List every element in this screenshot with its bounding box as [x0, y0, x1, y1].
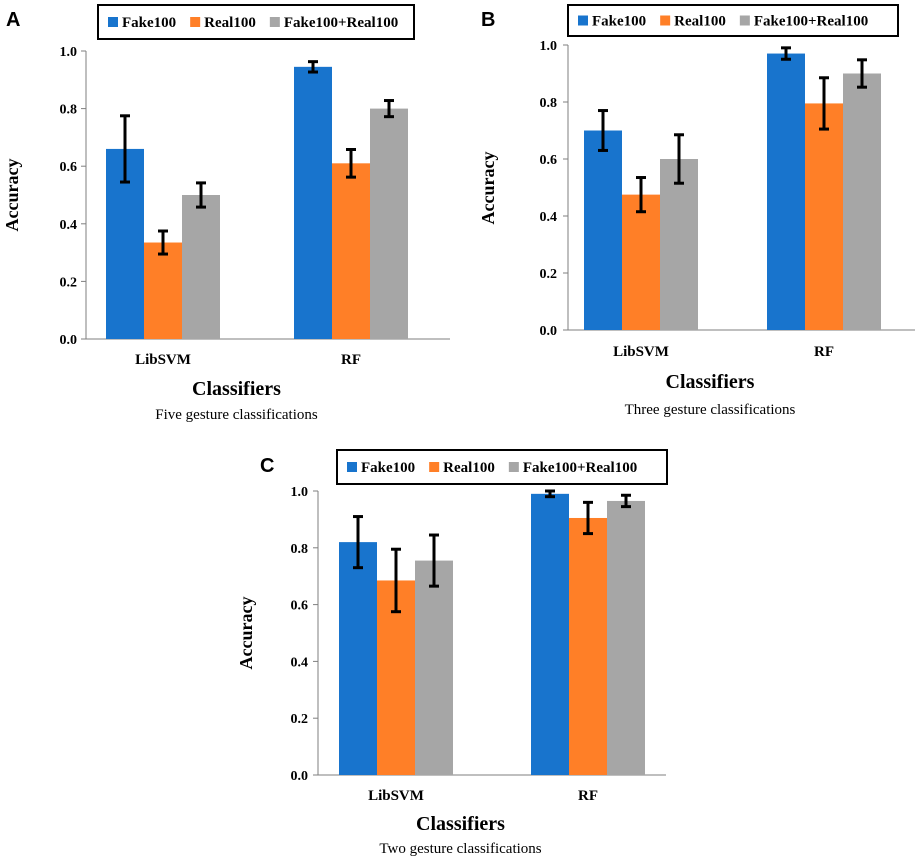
- panel-label: B: [481, 9, 495, 31]
- bar-libsvm-2: [622, 194, 660, 330]
- bar-libsvm-3: [415, 560, 453, 775]
- y-tick-label: 0.2: [540, 267, 558, 282]
- y-tick-label: 0.0: [540, 324, 558, 339]
- bar-rf-1: [294, 66, 332, 339]
- y-tick-label: 0.4: [291, 655, 309, 670]
- legend-swatch-3: [739, 15, 750, 26]
- bar-rf-1: [767, 53, 805, 331]
- legend-label-3: Fake100+Real100: [754, 14, 868, 30]
- y-tick-label: 0.2: [60, 275, 78, 290]
- legend-box: [97, 4, 415, 40]
- y-tick-label: 0.8: [291, 542, 309, 557]
- legend-label-1: Fake100: [122, 15, 176, 31]
- legend-box: [336, 449, 668, 485]
- y-tick-label: 0.6: [540, 153, 558, 168]
- legend-swatch-3: [269, 17, 280, 27]
- error-bar-libsvm-1: [598, 109, 608, 152]
- error-bar-libsvm-1: [353, 515, 363, 570]
- error-bar-rf-3: [384, 99, 394, 119]
- error-bar-rf-1: [781, 46, 791, 61]
- legend-swatch-3: [508, 462, 519, 472]
- chart-panel-c: C Fake100 Real100 Fake100+Real100 0.0 0.2 0.4 0…: [236, 449, 668, 857]
- y-tick-label: 1.0: [291, 485, 309, 500]
- error-bar-libsvm-3: [674, 133, 684, 185]
- legend-label-2: Real100: [674, 14, 726, 30]
- legend-swatch-1: [108, 17, 118, 27]
- error-bar-libsvm-2: [636, 176, 646, 214]
- y-tick-label: 0.6: [291, 599, 309, 614]
- error-bar-rf-2: [346, 147, 356, 179]
- bar-rf-2: [805, 103, 843, 330]
- x-axis-title: Classifiers: [416, 813, 505, 835]
- legend-swatch-2: [190, 17, 201, 27]
- error-bar-libsvm-1: [120, 114, 130, 184]
- x-axis-title: Classifiers: [666, 371, 755, 393]
- error-bar-libsvm-2: [158, 229, 168, 256]
- y-tick-label: 0.4: [60, 218, 78, 233]
- legend-swatch-1: [578, 15, 588, 26]
- category-label: LibSVM: [135, 352, 191, 368]
- chart-panel-b: B Fake100 Real100 Fake100+Real100 0.0 0.2 0.4 0…: [478, 4, 915, 418]
- category-label: RF: [578, 788, 598, 804]
- y-tick-label: 0.8: [540, 96, 558, 111]
- y-axis-title: Accuracy: [478, 152, 498, 225]
- y-tick-label: 0.8: [60, 103, 78, 118]
- y-axis-title: Accuracy: [236, 597, 256, 670]
- y-tick-label: 0.4: [540, 210, 558, 225]
- error-bar-rf-2: [819, 76, 829, 131]
- legend-label-2: Real100: [204, 15, 256, 31]
- error-bar-rf-3: [857, 58, 867, 89]
- bar-libsvm-2: [144, 242, 182, 339]
- chart-caption: Two gesture classifications: [379, 841, 541, 857]
- chart-caption: Five gesture classifications: [155, 407, 318, 423]
- legend-label-1: Fake100: [592, 14, 646, 30]
- legend-label-2: Real100: [443, 460, 495, 476]
- error-bar-libsvm-3: [429, 533, 439, 588]
- y-tick-label: 1.0: [540, 39, 558, 54]
- y-tick-label: 0.0: [60, 333, 78, 348]
- bar-rf-1: [531, 493, 569, 775]
- panel-label: C: [260, 455, 274, 477]
- bar-libsvm-3: [660, 159, 698, 330]
- category-label: LibSVM: [368, 788, 424, 804]
- category-label: RF: [341, 352, 361, 368]
- y-tick-label: 1.0: [60, 45, 78, 60]
- legend-label-3: Fake100+Real100: [523, 460, 637, 476]
- chart-caption: Three gesture classifications: [625, 402, 796, 418]
- legend-swatch-2: [429, 462, 440, 472]
- error-bar-rf-3: [621, 493, 631, 509]
- error-bar-rf-2: [583, 500, 593, 536]
- y-tick-label: 0.0: [291, 769, 309, 784]
- bar-rf-2: [332, 163, 370, 339]
- y-tick-label: 0.2: [291, 712, 309, 727]
- chart-panel-a: A Fake100 Real100 Fake100+Real100 0.0 0.2 0.4 0…: [2, 4, 450, 423]
- bar-rf-3: [843, 73, 881, 330]
- bar-libsvm-3: [182, 195, 220, 339]
- y-tick-label: 0.6: [60, 160, 78, 175]
- legend-label-3: Fake100+Real100: [284, 15, 398, 31]
- y-axis-title: Accuracy: [2, 159, 22, 232]
- bar-libsvm-1: [339, 542, 377, 775]
- legend-swatch-2: [660, 15, 671, 26]
- bar-rf-3: [607, 500, 645, 775]
- bar-libsvm-1: [584, 130, 622, 330]
- category-label: RF: [814, 344, 834, 360]
- bar-rf-3: [370, 108, 408, 339]
- legend-label-1: Fake100: [361, 460, 415, 476]
- error-bar-libsvm-2: [391, 547, 401, 614]
- error-bar-rf-1: [545, 489, 555, 499]
- error-bar-libsvm-3: [196, 181, 206, 209]
- x-axis-title: Classifiers: [192, 378, 281, 400]
- error-bar-rf-1: [308, 60, 318, 74]
- category-label: LibSVM: [613, 344, 669, 360]
- legend-swatch-1: [347, 462, 357, 472]
- bar-rf-2: [569, 517, 607, 775]
- panel-label: A: [6, 9, 20, 31]
- legend-box: [567, 4, 899, 37]
